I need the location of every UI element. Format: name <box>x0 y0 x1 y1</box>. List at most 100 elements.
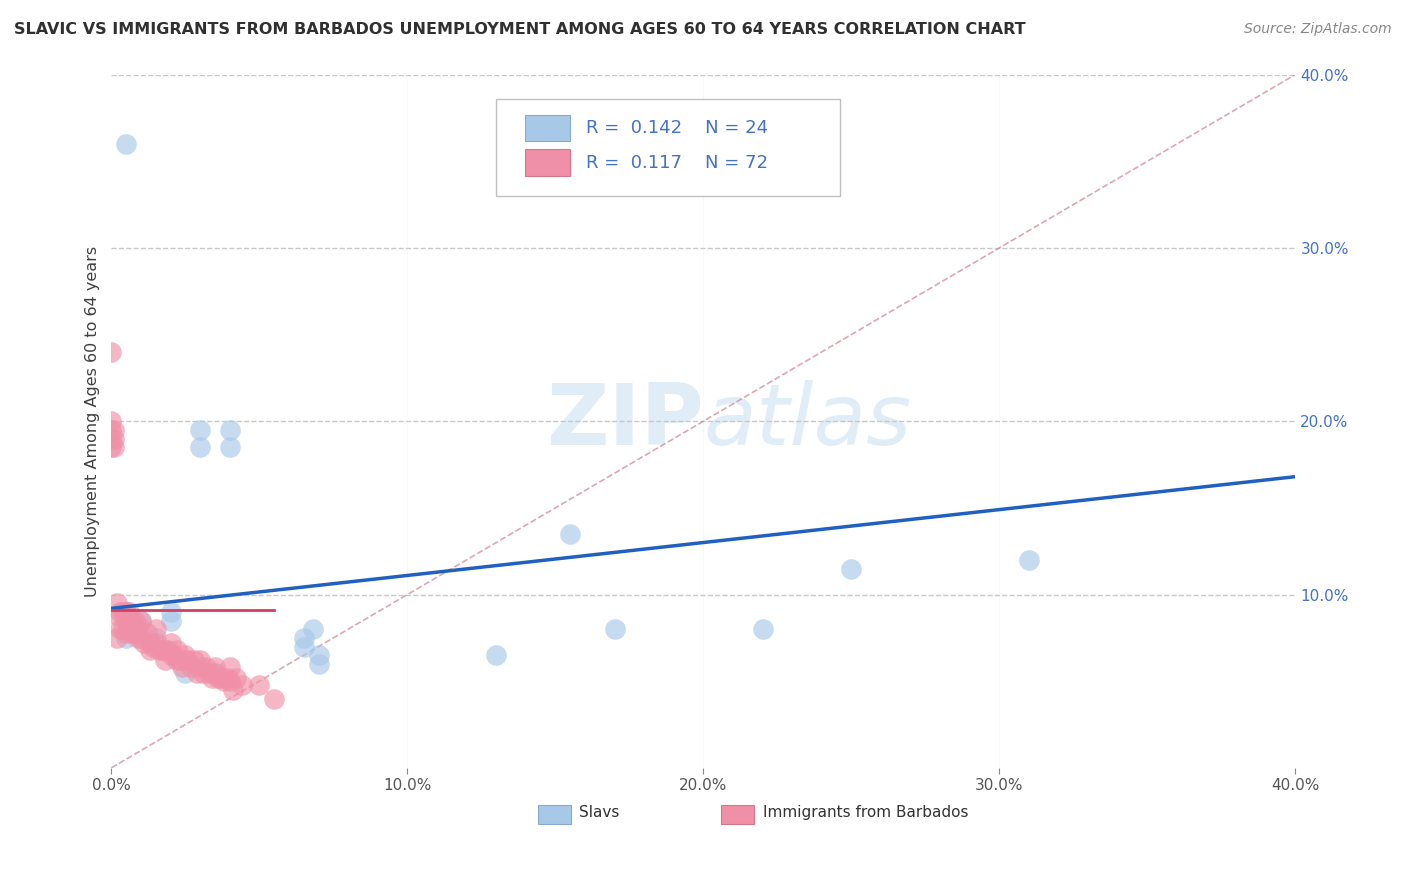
Point <box>103 432 125 446</box>
Point <box>1018 553 1040 567</box>
Point <box>115 631 138 645</box>
Point <box>105 596 128 610</box>
Point <box>115 625 138 640</box>
Point <box>115 605 138 619</box>
Point <box>188 660 211 674</box>
Point <box>169 653 191 667</box>
Point <box>127 618 149 632</box>
Point <box>301 622 323 636</box>
Point <box>188 440 211 454</box>
Point <box>222 682 245 697</box>
Point <box>209 671 232 685</box>
Point <box>153 643 176 657</box>
Text: Immigrants from Barbados: Immigrants from Barbados <box>762 805 969 821</box>
Text: atlas: atlas <box>703 380 911 463</box>
Point <box>129 614 152 628</box>
Point <box>145 636 167 650</box>
Point <box>115 136 138 151</box>
Point <box>215 671 238 685</box>
Point <box>103 440 125 454</box>
FancyBboxPatch shape <box>524 115 569 141</box>
Point <box>127 631 149 645</box>
Point <box>121 614 143 628</box>
Point <box>212 674 235 689</box>
Point <box>180 660 202 674</box>
FancyBboxPatch shape <box>537 805 571 824</box>
Point <box>603 622 626 636</box>
Text: Source: ZipAtlas.com: Source: ZipAtlas.com <box>1244 22 1392 37</box>
Point <box>292 631 315 645</box>
Point <box>177 653 200 667</box>
Point <box>204 665 226 680</box>
Point <box>145 631 167 645</box>
Point <box>139 636 162 650</box>
Point <box>139 643 162 657</box>
Point <box>249 678 271 692</box>
Point <box>105 608 128 623</box>
Point <box>186 665 208 680</box>
FancyBboxPatch shape <box>721 805 755 824</box>
Point <box>751 622 773 636</box>
Point <box>110 605 132 619</box>
Point <box>308 648 330 663</box>
Point <box>231 678 253 692</box>
Point <box>263 691 285 706</box>
Y-axis label: Unemployment Among Ages 60 to 64 years: Unemployment Among Ages 60 to 64 years <box>86 245 100 597</box>
Point <box>100 440 122 454</box>
Point <box>218 674 240 689</box>
Point <box>204 660 226 674</box>
Text: SLAVIC VS IMMIGRANTS FROM BARBADOS UNEMPLOYMENT AMONG AGES 60 TO 64 YEARS CORREL: SLAVIC VS IMMIGRANTS FROM BARBADOS UNEMP… <box>14 22 1026 37</box>
Point <box>292 640 315 654</box>
Point <box>148 643 170 657</box>
Point <box>100 344 122 359</box>
Point <box>103 423 125 437</box>
Text: R =  0.117    N = 72: R = 0.117 N = 72 <box>586 153 768 171</box>
Point <box>112 622 135 636</box>
Point <box>174 648 197 663</box>
Point <box>218 440 240 454</box>
Point <box>159 605 181 619</box>
Point <box>100 423 122 437</box>
Point <box>142 640 165 654</box>
Point <box>118 618 141 632</box>
Point <box>166 653 188 667</box>
Point <box>193 665 215 680</box>
Point <box>156 643 179 657</box>
Point <box>218 660 240 674</box>
Point <box>159 648 181 663</box>
Point <box>115 605 138 619</box>
Point <box>153 653 176 667</box>
Point <box>115 614 138 628</box>
Point <box>100 414 122 428</box>
Point <box>195 660 218 674</box>
Point <box>308 657 330 671</box>
FancyBboxPatch shape <box>524 149 569 176</box>
Point <box>100 432 122 446</box>
Text: R =  0.142    N = 24: R = 0.142 N = 24 <box>586 119 768 136</box>
Text: Slavs: Slavs <box>579 805 620 821</box>
Point <box>124 625 146 640</box>
Point <box>124 614 146 628</box>
Point <box>129 631 152 645</box>
Point <box>183 653 205 667</box>
Text: ZIP: ZIP <box>546 380 703 463</box>
FancyBboxPatch shape <box>496 99 839 196</box>
Point <box>136 625 159 640</box>
Point <box>166 643 188 657</box>
Point <box>188 423 211 437</box>
Point <box>159 614 181 628</box>
Point <box>204 665 226 680</box>
Point <box>218 423 240 437</box>
Point <box>172 660 194 674</box>
Point <box>201 671 224 685</box>
Point <box>121 625 143 640</box>
Point <box>560 526 582 541</box>
Point <box>112 605 135 619</box>
Point <box>110 622 132 636</box>
Point <box>198 665 221 680</box>
Point <box>162 648 184 663</box>
Point <box>485 648 508 663</box>
Point <box>174 653 197 667</box>
Point <box>188 653 211 667</box>
Point <box>150 643 173 657</box>
